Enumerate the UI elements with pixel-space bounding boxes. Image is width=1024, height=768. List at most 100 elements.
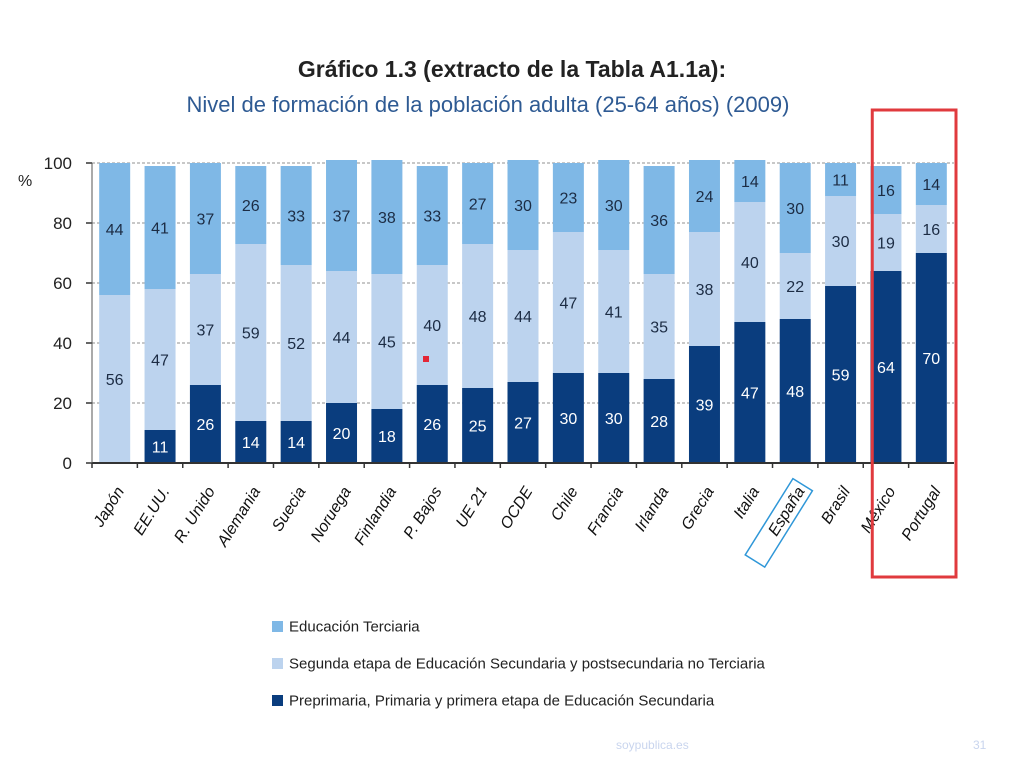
bar-educacion-terciaria-noruega <box>326 160 358 271</box>
data-label: 16 <box>877 183 895 200</box>
data-label: 44 <box>106 222 124 239</box>
data-label: 48 <box>786 384 804 401</box>
bar-educacion-terciaria-alemania <box>235 166 267 244</box>
bar-preprimaria-primaria-y-p-alemania <box>235 421 267 463</box>
data-label: 35 <box>650 320 668 337</box>
bar-educacion-terciaria-espana <box>779 163 811 253</box>
x-tick-label-italia: Italia <box>731 484 763 522</box>
bar-educacion-terciaria-japon <box>99 163 131 295</box>
data-label: 11 <box>152 440 169 457</box>
bar-preprimaria-primaria-y-p-ee-uu <box>144 430 176 463</box>
y-tick-label: 60 <box>53 274 72 293</box>
bars-layer <box>99 160 947 463</box>
bar-preprimaria-primaria-y-p-brasil <box>825 286 857 463</box>
bar-segunda-etapa-de-educaci-finlandia <box>371 274 403 409</box>
legend-item-primaria: Preprimaria, Primaria y primera etapa de… <box>272 692 714 710</box>
data-label: 39 <box>696 398 714 415</box>
bar-educacion-terciaria-francia <box>598 160 630 250</box>
bar-educacion-terciaria-p-bajos <box>416 166 448 265</box>
legend-swatch-terciaria <box>272 621 283 633</box>
data-label: 37 <box>197 323 215 340</box>
x-tick-label-ue-21: UE 21 <box>453 484 491 531</box>
legend-label-secundaria: Segunda etapa de Educación Secundaria y … <box>289 655 765 673</box>
bar-segunda-etapa-de-educaci-francia <box>598 250 630 373</box>
bar-segunda-etapa-de-educaci-portugal <box>915 205 947 253</box>
x-tick-label-portugal: Portugal <box>899 484 945 544</box>
legend-label-terciaria: Educación Terciaria <box>289 618 420 636</box>
bar-segunda-etapa-de-educaci-suecia <box>280 265 312 421</box>
bar-preprimaria-primaria-y-p-grecia <box>688 346 720 463</box>
x-tick-label-ee-uu: EE.UU. <box>131 484 174 538</box>
data-label: 70 <box>922 351 940 368</box>
legend-swatch-secundaria <box>272 658 283 670</box>
data-label: 38 <box>696 282 714 299</box>
bar-preprimaria-primaria-y-p-noruega <box>326 403 358 463</box>
data-label: 26 <box>423 417 441 434</box>
bar-segunda-etapa-de-educaci-ee-uu <box>144 289 176 430</box>
bar-educacion-terciaria-r-unido <box>189 163 221 274</box>
bar-educacion-terciaria-chile <box>552 163 584 232</box>
y-tick-label: 0 <box>63 454 72 473</box>
data-label: 40 <box>423 318 441 335</box>
bar-preprimaria-primaria-y-p-suecia <box>280 421 312 463</box>
x-tick-label-finlandia: Finlandia <box>351 484 400 548</box>
x-tick-label-chile: Chile <box>548 484 582 524</box>
data-label: 28 <box>650 414 668 431</box>
data-label: 47 <box>151 353 169 370</box>
data-label: 14 <box>741 174 759 191</box>
data-label: 23 <box>559 191 577 208</box>
bar-segunda-etapa-de-educaci-irlanda <box>643 274 675 379</box>
bar-preprimaria-primaria-y-p-ue-21 <box>462 388 494 463</box>
data-label: 37 <box>333 209 351 226</box>
bar-preprimaria-primaria-y-p-finlandia <box>371 409 403 463</box>
bar-preprimaria-primaria-y-p-italia <box>734 322 766 463</box>
x-tick-label-japon: Japón <box>90 484 128 531</box>
data-label: 26 <box>242 198 260 215</box>
data-label: 14 <box>242 435 260 452</box>
y-tick-label: 40 <box>53 334 72 353</box>
chart-title: Gráfico 1.3 (extracto de la Tabla A1.1a)… <box>297 56 727 82</box>
data-label: 20 <box>333 426 351 443</box>
data-label: 14 <box>287 435 305 452</box>
bar-segunda-etapa-de-educaci-grecia <box>688 232 720 346</box>
footer-page-number: 31 <box>973 738 987 752</box>
data-label: 40 <box>741 255 759 272</box>
bar-educacion-terciaria-irlanda <box>643 166 675 274</box>
data-label: 52 <box>287 336 305 353</box>
legend-item-terciaria: Educación Terciaria <box>272 618 420 636</box>
data-label: 33 <box>287 209 305 226</box>
highlight-box-red <box>870 108 958 579</box>
data-label: 44 <box>514 309 532 326</box>
bar-segunda-etapa-de-educaci-italia <box>734 202 766 322</box>
highlight-box-espana <box>744 477 814 569</box>
x-tick-label-noruega: Noruega <box>308 484 355 545</box>
bar-segunda-etapa-de-educaci-japon <box>99 295 131 463</box>
bar-segunda-etapa-de-educaci-ue-21 <box>462 244 494 388</box>
bar-preprimaria-primaria-y-p-p-bajos <box>416 385 448 463</box>
highlight-layer <box>423 108 958 579</box>
bar-segunda-etapa-de-educaci-espana <box>779 253 811 319</box>
bar-educacion-terciaria-suecia <box>280 166 312 265</box>
bar-preprimaria-primaria-y-p-espana <box>779 319 811 463</box>
data-label: 18 <box>378 429 396 446</box>
chart-subtitle: Nivel de formación de la población adult… <box>186 92 790 117</box>
x-tick-label-r-unido: R. Unido <box>171 484 218 546</box>
data-label: 37 <box>197 212 215 229</box>
data-label: 56 <box>106 372 124 389</box>
bar-preprimaria-primaria-y-p-chile <box>552 373 584 463</box>
bar-segunda-etapa-de-educaci-alemania <box>235 244 267 421</box>
x-tick-label-alemania: Alemania <box>214 484 264 551</box>
bar-segunda-etapa-de-educaci-p-bajos <box>416 265 448 385</box>
data-label: 47 <box>741 386 759 403</box>
data-label: 11 <box>832 173 849 190</box>
data-label: 41 <box>151 221 169 238</box>
red-marker <box>423 356 429 362</box>
data-label: 30 <box>605 411 623 428</box>
data-label: 59 <box>242 326 260 343</box>
bar-preprimaria-primaria-y-p-portugal <box>915 253 947 463</box>
bar-educacion-terciaria-italia <box>734 160 766 202</box>
x-tick-label-ocde: OCDE <box>497 484 536 532</box>
data-label: 47 <box>559 296 577 313</box>
bar-segunda-etapa-de-educaci-brasil <box>825 196 857 286</box>
